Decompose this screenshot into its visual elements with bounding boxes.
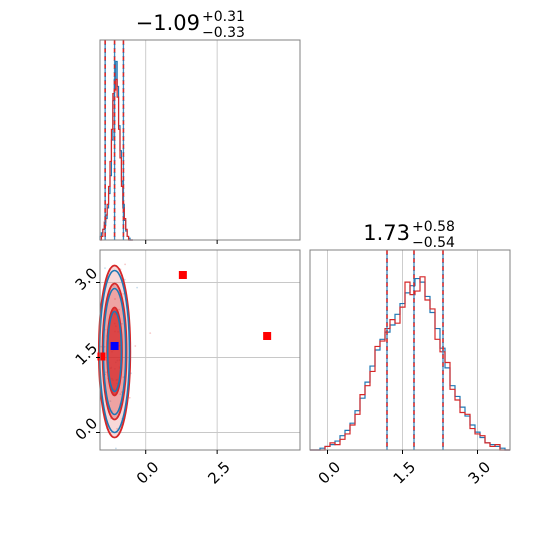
contour-scatter-point [119,393,122,396]
contour-levels [97,264,132,439]
contour-scatter-point [134,345,137,347]
histogram-2-series [310,276,510,451]
histogram-2-title-lower-error: −0.54 [412,235,455,251]
contour-scatter-point [122,293,125,295]
contour-scatter-point [105,371,107,374]
contour-marker-red-1 [97,352,106,361]
contour-grid [100,250,300,450]
histogram-1-axes-frame [99,39,301,241]
contour-scatter-point [136,286,139,289]
contour-level-a-5 [106,310,123,393]
contour-scatter-point [118,308,120,311]
histogram-2-grid [327,250,478,450]
contour-axes-frame [99,249,301,451]
contour-scatter-point [115,447,117,450]
histogram-1-title-value: −1.09 [136,11,200,35]
contour-scatter-point [122,376,125,379]
histogram-1-title-lower-error: −0.33 [202,25,245,41]
contour-level-b-4 [106,306,123,397]
histogram-2-quantile-lines [386,250,444,450]
contour-marker-blue-0 [110,342,119,350]
contour-scatter-point [149,332,152,334]
histogram-1-title-upper-error: +0.31 [202,9,245,25]
histogram-1-ticks [145,240,218,244]
contour-marker-red-2 [178,271,187,279]
contour-markers [97,271,272,361]
contour-ticks [96,282,218,454]
histogram-panel-param-1: −1.09 +0.31 −0.33 [99,9,301,244]
contour-scatter-point [123,278,126,281]
histogram-2-ticks [327,450,478,454]
contour-scatter-point [114,298,116,300]
histogram-1-quantile-lines [104,40,125,240]
contour-scatter-point [104,267,106,269]
contour-scatter-point [128,396,131,399]
contour-scatter-point [124,263,126,266]
histogram-2-series-b-steps [310,276,510,451]
histogram-2-axes-frame [309,249,511,451]
contour-scatter-point [109,400,112,402]
contour-scatter-point [121,322,123,325]
histogram-1-grid [145,40,218,240]
contour-marker-red-3 [263,332,272,340]
contour-level-a-3 [102,287,127,416]
histogram-2-title-upper-error: +0.58 [412,219,455,235]
histogram-2-title-value: 1.73 [363,221,410,245]
contour-scatter-point [116,427,118,430]
contour-scatter-point [112,284,115,287]
